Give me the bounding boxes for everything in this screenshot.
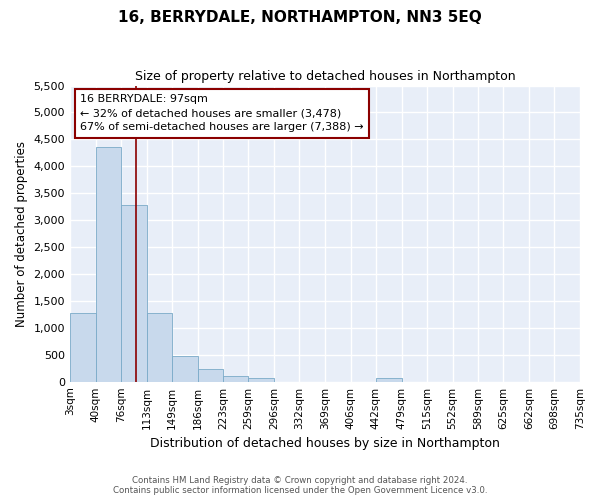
Bar xyxy=(121,205,146,382)
Bar xyxy=(376,378,401,382)
Title: Size of property relative to detached houses in Northampton: Size of property relative to detached ho… xyxy=(135,70,515,83)
Bar xyxy=(146,314,172,382)
Bar xyxy=(70,314,96,382)
X-axis label: Distribution of detached houses by size in Northampton: Distribution of detached houses by size … xyxy=(150,437,500,450)
Text: 16, BERRYDALE, NORTHAMPTON, NN3 5EQ: 16, BERRYDALE, NORTHAMPTON, NN3 5EQ xyxy=(118,10,482,25)
Bar xyxy=(96,148,121,382)
Y-axis label: Number of detached properties: Number of detached properties xyxy=(15,140,28,326)
Bar xyxy=(248,378,274,382)
Bar xyxy=(223,376,248,382)
Bar xyxy=(197,369,223,382)
Bar xyxy=(172,356,197,382)
Text: Contains HM Land Registry data © Crown copyright and database right 2024.
Contai: Contains HM Land Registry data © Crown c… xyxy=(113,476,487,495)
Text: 16 BERRYDALE: 97sqm
← 32% of detached houses are smaller (3,478)
67% of semi-det: 16 BERRYDALE: 97sqm ← 32% of detached ho… xyxy=(80,94,364,132)
